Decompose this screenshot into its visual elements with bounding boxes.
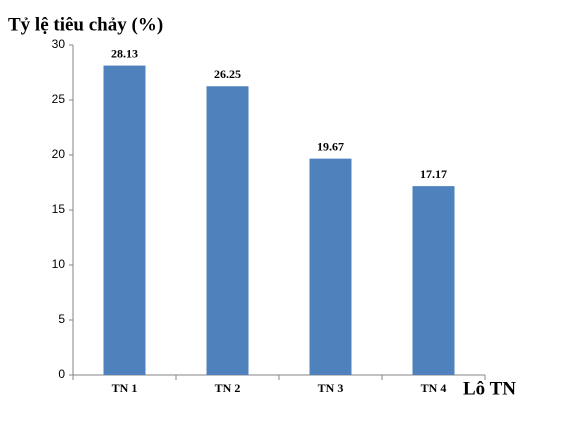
data-label: 19.67 [317,139,344,153]
bar [309,158,352,375]
data-label: 26.25 [214,67,241,81]
data-label: 17.17 [420,167,447,181]
bar [206,86,249,375]
x-tick-label: TN 4 [421,381,447,395]
y-tick-label: 5 [58,312,65,326]
x-tick-label: TN 1 [112,381,138,395]
bar [103,65,146,375]
y-tick-label: 10 [52,257,66,271]
x-tick-label: TN 3 [318,381,344,395]
y-tick-label: 0 [58,367,65,381]
y-tick-label: 25 [52,92,66,106]
bar [412,186,455,375]
data-label: 28.13 [111,46,138,60]
y-tick-label: 30 [52,37,66,51]
x-axis-title: Lô TN [463,378,516,399]
y-tick-label: 15 [52,202,66,216]
y-tick-label: 20 [52,147,66,161]
y-axis-title: Tỷ lệ tiêu chảy (%) [8,14,163,35]
x-tick-label: TN 2 [215,381,241,395]
